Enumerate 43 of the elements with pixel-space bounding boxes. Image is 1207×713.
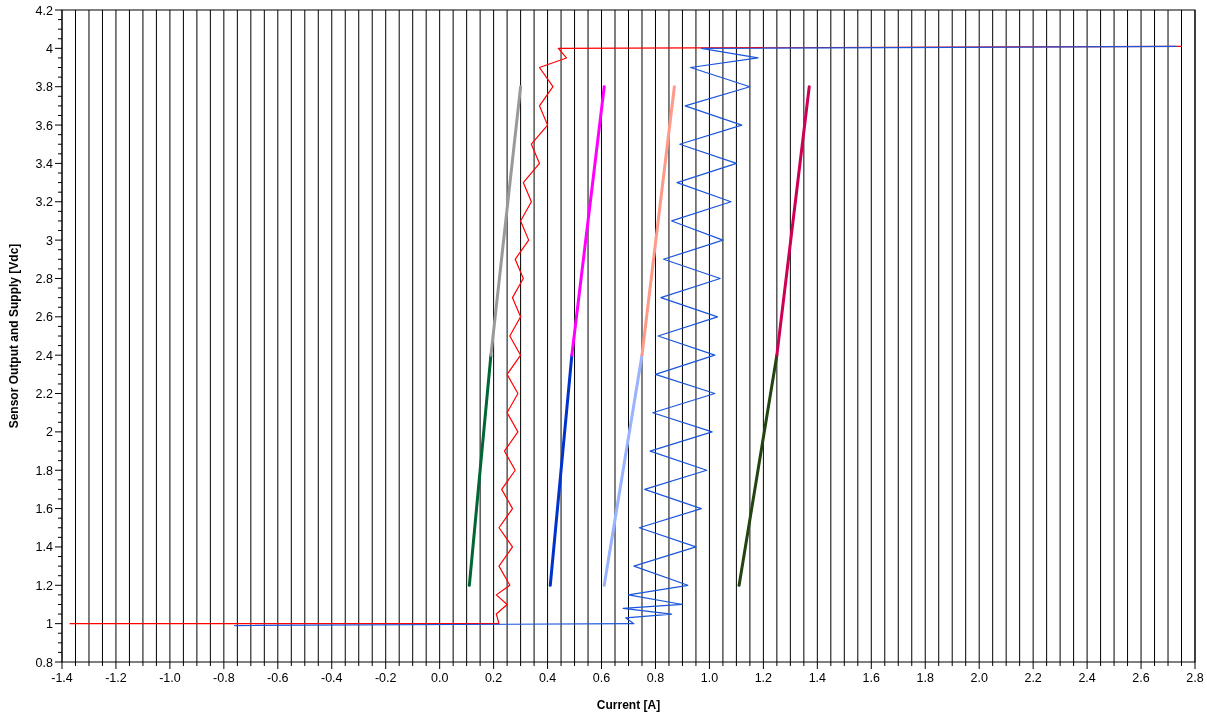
y-tick-label: 4.2 (35, 3, 54, 18)
x-tick-label: 2.8 (1186, 671, 1204, 685)
y-tick-label: 0.8 (35, 655, 54, 670)
y-tick-label: 1.6 (35, 502, 54, 517)
line-series (234, 45, 1177, 627)
x-tick-label: 2.2 (1024, 671, 1042, 685)
x-tick-label: -1.2 (105, 671, 127, 685)
y-tick-label: 3.8 (35, 80, 54, 95)
y-tick-label: 3 (46, 233, 54, 248)
x-tick-label: 0.6 (592, 671, 611, 685)
x-tick-label: 1.0 (700, 671, 719, 685)
y-tick-label: 2.8 (35, 271, 54, 286)
y-axis-title: Sensor Output and Supply [Vdc] (7, 243, 21, 429)
x-tick-label: 1.2 (754, 671, 773, 685)
y-tick-label: 1.2 (35, 578, 54, 593)
x-tick-label: -0.4 (320, 671, 343, 685)
x-axis-title: Current [A] (596, 698, 661, 712)
x-tick-label: 0.2 (484, 671, 503, 685)
y-tick-label: 3.4 (35, 156, 54, 171)
x-tick-label: 1.8 (916, 671, 934, 685)
y-tick-label: 4 (46, 41, 54, 56)
y-tick-label: 2.4 (35, 348, 54, 363)
x-tick-label: 0.4 (538, 671, 557, 685)
x-tick-label: 2.0 (970, 671, 988, 685)
x-tick-label: 1.6 (862, 671, 881, 685)
y-tick-label: 3.2 (35, 195, 54, 210)
y-tick-label: 3.6 (35, 118, 54, 133)
y-tick-label: 2.2 (35, 387, 54, 402)
y-tick-label: 2 (46, 425, 54, 440)
y-tick-label: 1.8 (35, 463, 54, 478)
x-tick-label: 0.8 (646, 671, 665, 685)
x-tick-label: -0.2 (374, 671, 397, 685)
x-tick-label: 0.0 (430, 671, 449, 685)
y-tick-label: 1 (46, 617, 54, 632)
x-tick-label: 2.4 (1078, 671, 1096, 685)
x-tick-label: -1.4 (51, 671, 73, 685)
y-tick-label: 1.4 (35, 540, 54, 555)
y-tick-label: 2.6 (35, 310, 54, 325)
x-tick-label: -1.0 (159, 671, 181, 685)
x-tick-label: -0.6 (267, 671, 289, 685)
x-tick-label: -0.8 (213, 671, 235, 685)
x-tick-label: 2.6 (1132, 671, 1150, 685)
x-tick-label: 1.4 (808, 671, 827, 685)
